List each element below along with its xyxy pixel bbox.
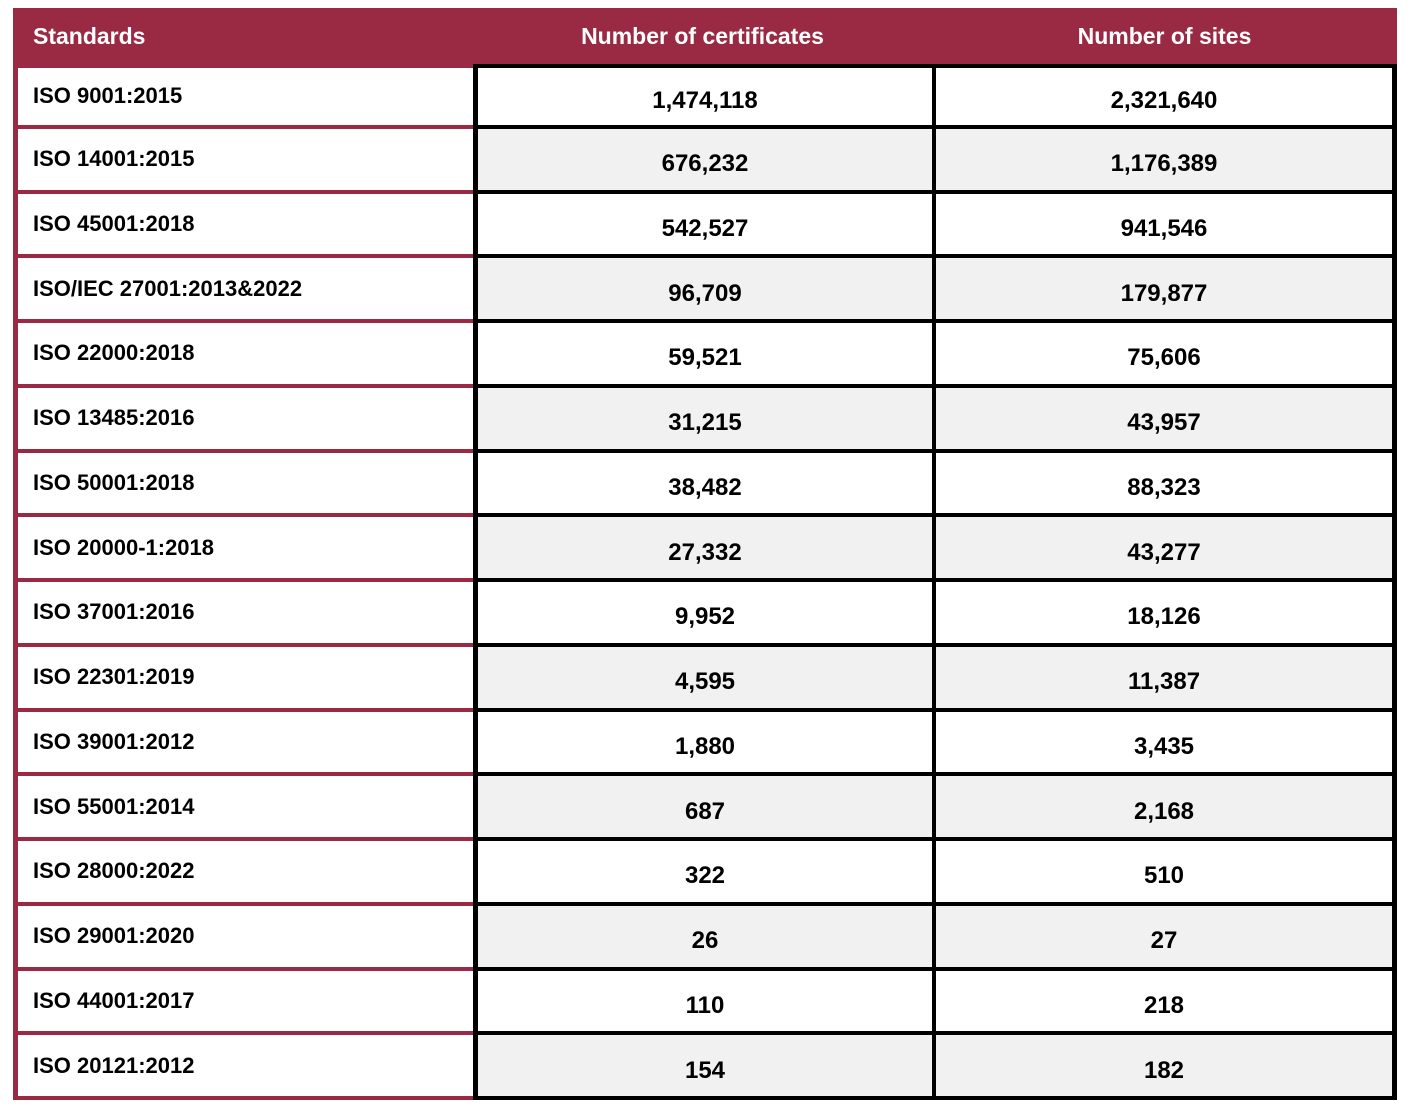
sites-cell: 88,323 <box>932 452 1397 518</box>
certificates-cell: 96,709 <box>473 258 932 323</box>
certificates-cell: 27,332 <box>473 517 932 582</box>
standard-cell: ISO 28000:2022 <box>13 841 473 906</box>
standard-cell: ISO 13485:2016 <box>13 387 473 453</box>
certificates-cell: 110 <box>473 970 932 1036</box>
column-header-standards: Standards <box>13 8 473 64</box>
standard-cell: ISO 39001:2012 <box>13 711 473 777</box>
certificates-cell: 154 <box>473 1035 932 1100</box>
standard-cell: ISO 9001:2015 <box>13 64 473 129</box>
standard-cell: ISO 37001:2016 <box>13 582 473 647</box>
sites-cell: 18,126 <box>932 582 1397 647</box>
iso-standards-table: Standards Number of certificates Number … <box>13 8 1397 1100</box>
certificates-cell: 676,232 <box>473 128 932 194</box>
standard-cell: ISO/IEC 27001:2013&2022 <box>13 258 473 323</box>
certificates-cell: 322 <box>473 841 932 906</box>
certificates-cell: 542,527 <box>473 193 932 259</box>
certificates-cell: 687 <box>473 776 932 841</box>
certificates-cell: 1,880 <box>473 711 932 777</box>
standard-cell: ISO 29001:2020 <box>13 905 473 971</box>
certificates-cell: 31,215 <box>473 387 932 453</box>
sites-cell: 75,606 <box>932 323 1397 388</box>
sites-cell: 941,546 <box>932 193 1397 259</box>
sites-cell: 179,877 <box>932 258 1397 323</box>
standard-cell: ISO 22301:2019 <box>13 646 473 712</box>
sites-cell: 43,277 <box>932 517 1397 582</box>
sites-cell: 3,435 <box>932 711 1397 777</box>
column-header-certificates: Number of certificates <box>473 8 932 64</box>
certificates-cell: 4,595 <box>473 646 932 712</box>
standard-cell: ISO 55001:2014 <box>13 776 473 841</box>
certificates-cell: 26 <box>473 905 932 971</box>
sites-cell: 218 <box>932 970 1397 1036</box>
sites-cell: 11,387 <box>932 646 1397 712</box>
sites-cell: 182 <box>932 1035 1397 1100</box>
sites-cell: 2,168 <box>932 776 1397 841</box>
certificates-cell: 9,952 <box>473 582 932 647</box>
standard-cell: ISO 50001:2018 <box>13 452 473 518</box>
certificates-cell: 1,474,118 <box>473 64 932 129</box>
sites-cell: 27 <box>932 905 1397 971</box>
standard-cell: ISO 20121:2012 <box>13 1035 473 1100</box>
sites-cell: 1,176,389 <box>932 128 1397 194</box>
standard-cell: ISO 22000:2018 <box>13 323 473 388</box>
sites-cell: 2,321,640 <box>932 64 1397 129</box>
sites-cell: 510 <box>932 841 1397 906</box>
column-header-sites: Number of sites <box>932 8 1397 64</box>
standard-cell: ISO 20000-1:2018 <box>13 517 473 582</box>
standard-cell: ISO 44001:2017 <box>13 970 473 1036</box>
standard-cell: ISO 45001:2018 <box>13 193 473 259</box>
standard-cell: ISO 14001:2015 <box>13 128 473 194</box>
sites-cell: 43,957 <box>932 387 1397 453</box>
certificates-cell: 59,521 <box>473 323 932 388</box>
certificates-cell: 38,482 <box>473 452 932 518</box>
